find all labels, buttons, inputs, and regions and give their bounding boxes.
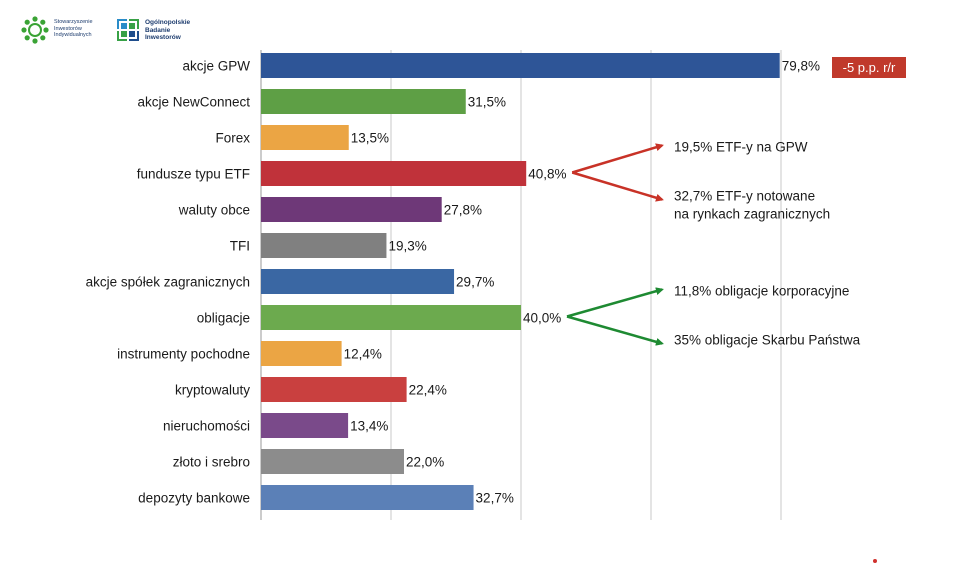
annotation-label: na rynkach zagranicznych [674,207,830,222]
bar [261,125,349,150]
value-label: 13,5% [351,131,389,146]
value-label: 22,4% [409,383,447,398]
bar [261,161,527,186]
labels: akcje GPW 79,8% akcje NewConnect 31,5% Forex… [86,59,820,506]
category-label: waluty obce [178,203,250,218]
red-dot [873,559,877,563]
obi-logo-icon [117,19,139,41]
annotation-label: 19,5% ETF-y na GPW [674,140,808,155]
category-label: instrumenty pochodne [117,347,250,362]
category-label: depozyty bankowe [138,491,250,506]
category-label: obligacje [197,311,250,326]
bar [261,233,387,258]
category-label: akcje NewConnect [137,95,250,110]
bar [261,413,349,438]
category-label: kryptowaluty [175,383,250,398]
value-label: 40,8% [528,167,566,182]
category-label: Forex [215,131,250,146]
value-label: 29,7% [456,275,494,290]
category-label: fundusze typu ETF [137,167,250,182]
bar [261,485,474,510]
value-label: 12,4% [344,347,382,362]
category-label: złoto i srebro [173,455,250,470]
annotation-arrow [566,315,664,346]
category-label: akcje GPW [182,59,250,74]
value-label: 31,5% [468,95,506,110]
annotation-label: 35% obligacje Skarbu Państwa [674,333,861,348]
annotation-arrow [571,143,664,174]
value-label: 19,3% [388,239,426,254]
category-label: nieruchomości [163,419,250,434]
value-label: 79,8% [782,59,820,74]
value-label: 22,0% [406,455,444,470]
bar [261,269,455,294]
change-badge: -5 p.p. r/r [832,57,906,78]
bar [261,377,407,402]
annotation-label: 11,8% obligacje korporacyjne [674,284,849,299]
bar [261,89,466,114]
category-label: akcje spółek zagranicznych [86,275,250,290]
header: Stowarzyszenie Inwestorów Indywidualnych… [0,0,958,50]
sii-logo-text: Stowarzyszenie Inwestorów Indywidualnych [54,19,93,38]
value-label: 13,4% [350,419,388,434]
bar [261,341,342,366]
annotations: 19,5% ETF-y na GPW 32,7% ETF-y notowane na… [566,140,861,348]
value-label: 27,8% [444,203,482,218]
bar [261,305,521,330]
bar [261,449,404,474]
category-label: TFI [230,239,250,254]
bars [261,53,780,510]
bar [261,53,780,78]
annotation-arrow [566,287,664,318]
value-label: 40,0% [523,311,561,326]
obi-logo-text: Ogólnopolskie Badanie Inwestorów [145,19,191,41]
value-label: 32,7% [476,491,514,506]
annotation-arrow [571,171,664,202]
sii-logo-icon [21,16,49,44]
bar [261,197,442,222]
annotation-label: 32,7% ETF-y notowane [674,189,815,204]
